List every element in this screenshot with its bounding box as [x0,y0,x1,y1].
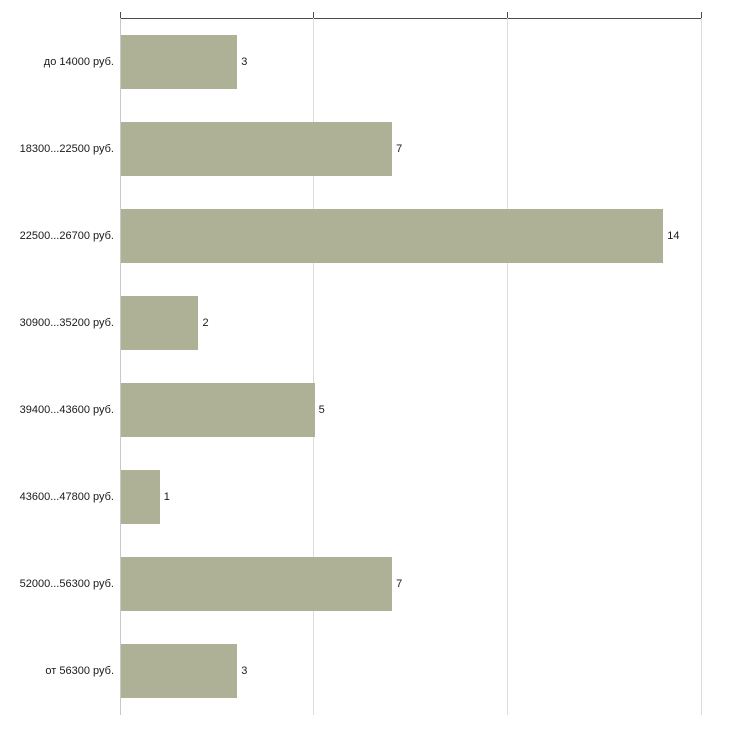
x-tick-mark [313,12,315,18]
category-label: 18300...22500 руб. [19,142,114,155]
category-label: 22500...26700 руб. [19,229,114,242]
bar [121,383,315,438]
gridline [313,18,315,715]
category-label: 52000...56300 руб. [19,578,114,591]
category-label: от 56300 руб. [45,665,114,678]
category-label: 43600...47800 руб. [19,491,114,504]
value-axis-baseline [120,18,121,715]
bar [121,295,199,350]
bar-value-label: 5 [318,404,325,417]
bar [121,34,238,89]
bar-value-label: 3 [241,55,248,68]
category-label: 30900...35200 руб. [19,316,114,329]
gridline [700,18,702,715]
bar [121,470,160,525]
bar-value-label: 1 [163,491,170,504]
bar-value-label: 3 [241,665,248,678]
bar [121,121,393,176]
x-tick-mark [119,12,121,18]
bar-value-label: 2 [202,316,209,329]
x-tick-mark [506,12,508,18]
bar [121,557,393,612]
bar [121,208,664,263]
x-tick-mark [700,12,702,18]
category-label: 39400...43600 руб. [19,404,114,417]
bar-value-label: 7 [396,142,403,155]
category-label: до 14000 руб. [43,55,114,68]
gridline [506,18,508,715]
bar [121,644,238,699]
x-axis-line [120,18,701,19]
bar-value-label: 7 [396,578,403,591]
bar-value-label: 14 [667,229,680,242]
